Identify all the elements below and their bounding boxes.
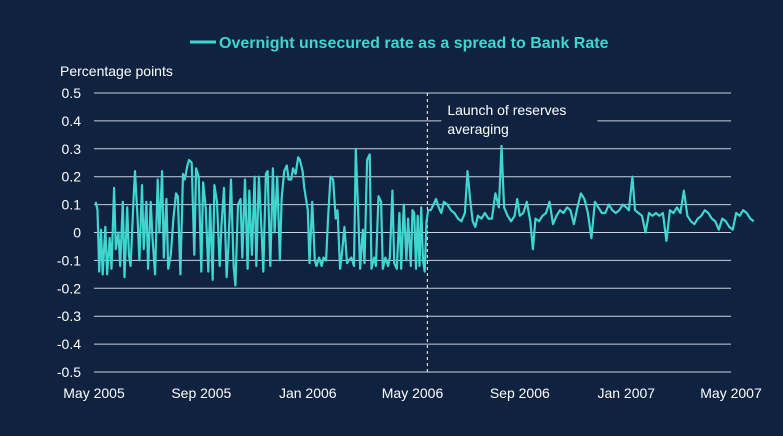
annotation-text-line2: averaging (447, 121, 509, 137)
x-tick-label: May 2006 (382, 385, 444, 401)
y-axis-label: Percentage points (60, 63, 173, 79)
x-tick-label: May 2005 (63, 385, 125, 401)
y-tick-label: 0.3 (62, 141, 82, 157)
y-tick-label: -0.2 (57, 280, 81, 296)
x-tick-label: Jan 2006 (279, 385, 337, 401)
annotation-background (441, 99, 598, 139)
x-axis-ticks: May 2005 Sep 2005 Jan 2006 May 2006 Sep 2006… (63, 385, 762, 401)
y-tick-label: -0.5 (57, 364, 81, 380)
y-tick-label: -0.4 (57, 336, 81, 352)
annotation-text-line1: Launch of reserves (447, 102, 566, 118)
y-tick-label: -0.1 (57, 252, 81, 268)
y-tick-label: -0.3 (57, 308, 81, 324)
series-layer (94, 144, 755, 287)
y-tick-label: 0.2 (62, 169, 82, 185)
x-tick-label: Sep 2005 (171, 385, 231, 401)
legend-label: Overnight unsecured rate as a spread to … (219, 35, 609, 52)
y-tick-label: 0.5 (62, 85, 82, 101)
x-tick-label: May 2007 (700, 385, 762, 401)
annotation: Launch of reserves averaging (426, 93, 598, 372)
y-tick-label: 0.4 (62, 113, 82, 129)
x-tick-label: Jan 2007 (597, 385, 655, 401)
x-tick-label: Sep 2006 (490, 385, 550, 401)
y-tick-label: 0 (73, 225, 81, 241)
y-tick-label: 0.1 (62, 197, 82, 213)
series-line (94, 144, 755, 287)
legend: Overnight unsecured rate as a spread to … (190, 35, 609, 52)
y-axis-ticks: 0.5 0.4 0.3 0.2 0.1 0 -0.1 -0.2 -0.3 -0.4 -0.5 (57, 85, 81, 380)
